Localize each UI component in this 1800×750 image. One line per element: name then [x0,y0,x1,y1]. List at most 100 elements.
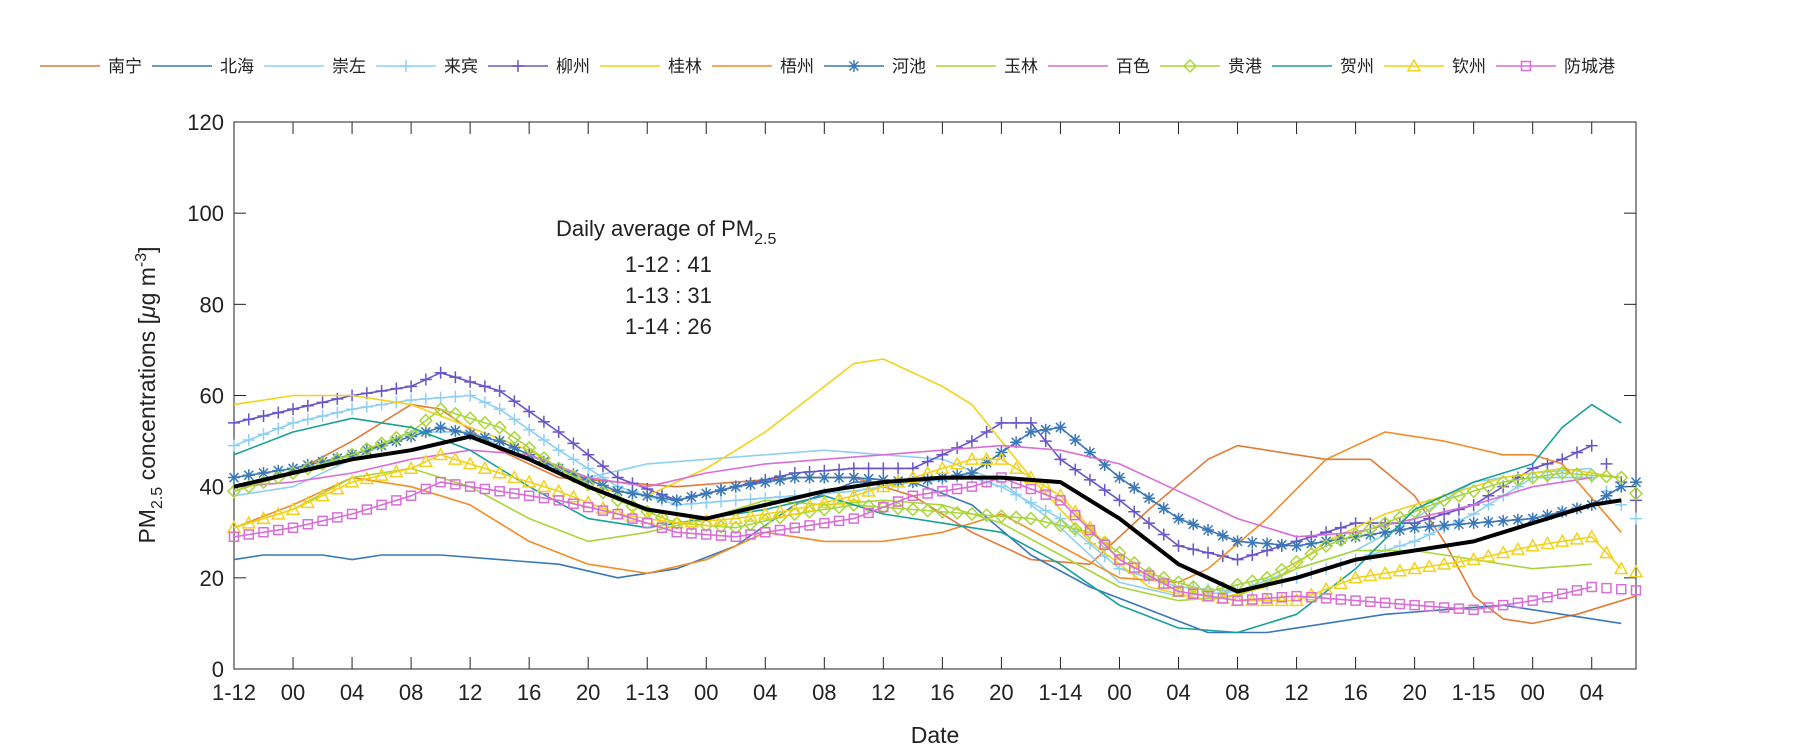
data-point [1422,558,1437,572]
data-point [686,528,697,539]
data-point [521,474,537,488]
legend-marker [1520,60,1532,72]
data-point [1172,539,1185,552]
data-point [301,413,314,426]
data-point [729,480,742,493]
legend-item: 防城港 [1496,57,1615,76]
data-point [1424,601,1435,612]
legend-label: 梧州 [780,57,814,76]
data-point [1274,593,1290,607]
series-防城港 [228,472,1642,615]
data-point [876,479,891,493]
data-point [1158,578,1169,589]
data-point [1114,554,1125,565]
data-point [1613,561,1629,575]
data-point [937,485,948,497]
data-point [479,483,491,495]
data-point [964,451,980,465]
legend-item: 河池 [824,57,926,76]
data-point [743,508,758,522]
data-point [1348,570,1363,584]
plot-area: 0 20 40 60 80 100 120 1-12 00 04 08 12 16 20 1-13 00 04… [187,110,1644,705]
data-point [1319,538,1334,553]
data-point [1172,512,1185,525]
data-point [1495,545,1511,559]
data-point [287,416,300,429]
legend-item: 贺州 [1272,57,1374,76]
data-point [537,455,550,468]
data-point [1333,575,1349,590]
data-point [1305,537,1318,550]
data-point [1394,598,1406,610]
data-point [1025,483,1037,495]
data-point [728,511,744,525]
annotation-title: Daily average of PM2.5 [556,216,776,248]
data-point [862,462,875,475]
data-point [597,505,609,516]
data-point [713,512,729,526]
data-point [1600,489,1613,502]
data-point [582,448,595,461]
legend-item: 崇左 [264,57,366,76]
data-point [1200,584,1216,599]
data-point [537,433,550,446]
data-point [1556,588,1568,600]
data-point [1098,459,1111,472]
data-point [1615,583,1627,595]
data-point [684,514,699,528]
data-point [1024,425,1037,438]
series-line [233,431,1622,584]
data-point [241,515,257,529]
y-tick-label: 40 [200,475,224,500]
data-point [1202,546,1215,559]
data-point [772,504,788,518]
data-point [1023,511,1038,526]
x-tick-label: 1-15 [1452,680,1496,705]
data-point [905,502,920,517]
data-point [1143,570,1155,581]
data-point [878,501,889,513]
data-point [1038,479,1053,493]
legend-item: 贵港 [1160,57,1262,76]
data-point [802,498,817,512]
data-point [389,464,404,478]
x-tick-label: 20 [989,680,1013,705]
data-point [316,410,329,423]
data-point [1142,492,1155,505]
data-point [1423,520,1436,533]
data-point [1349,530,1362,543]
data-point [627,513,638,524]
legend-item: 桂林 [600,57,702,76]
data-point [1320,593,1332,604]
data-point [1436,556,1452,570]
data-point [759,492,772,505]
data-point [1601,582,1612,594]
data-point [1084,524,1096,536]
data-point [832,500,847,515]
data-point [360,444,373,457]
data-point [611,485,624,498]
data-point [1379,597,1391,609]
data-point [847,471,860,484]
data-point [1408,521,1421,534]
data-point [803,471,816,484]
data-point [346,508,358,520]
series-桂林 [233,358,1622,602]
y-axis-label: PM2.5 concentrations [μg m-3] [133,246,166,543]
data-point [523,490,535,502]
legend-label: 柳州 [556,57,590,76]
data-point [566,489,581,503]
data-point [1630,585,1642,596]
data-point [994,509,1009,524]
data-point [301,399,314,412]
data-point [493,435,506,448]
data-point [1466,552,1481,566]
data-point [1468,604,1479,615]
data-point [1231,535,1244,548]
data-point [831,491,847,505]
data-point [228,416,240,429]
data-point [685,490,698,503]
data-point [1526,512,1539,525]
data-point [492,420,507,435]
data-point [907,490,919,502]
